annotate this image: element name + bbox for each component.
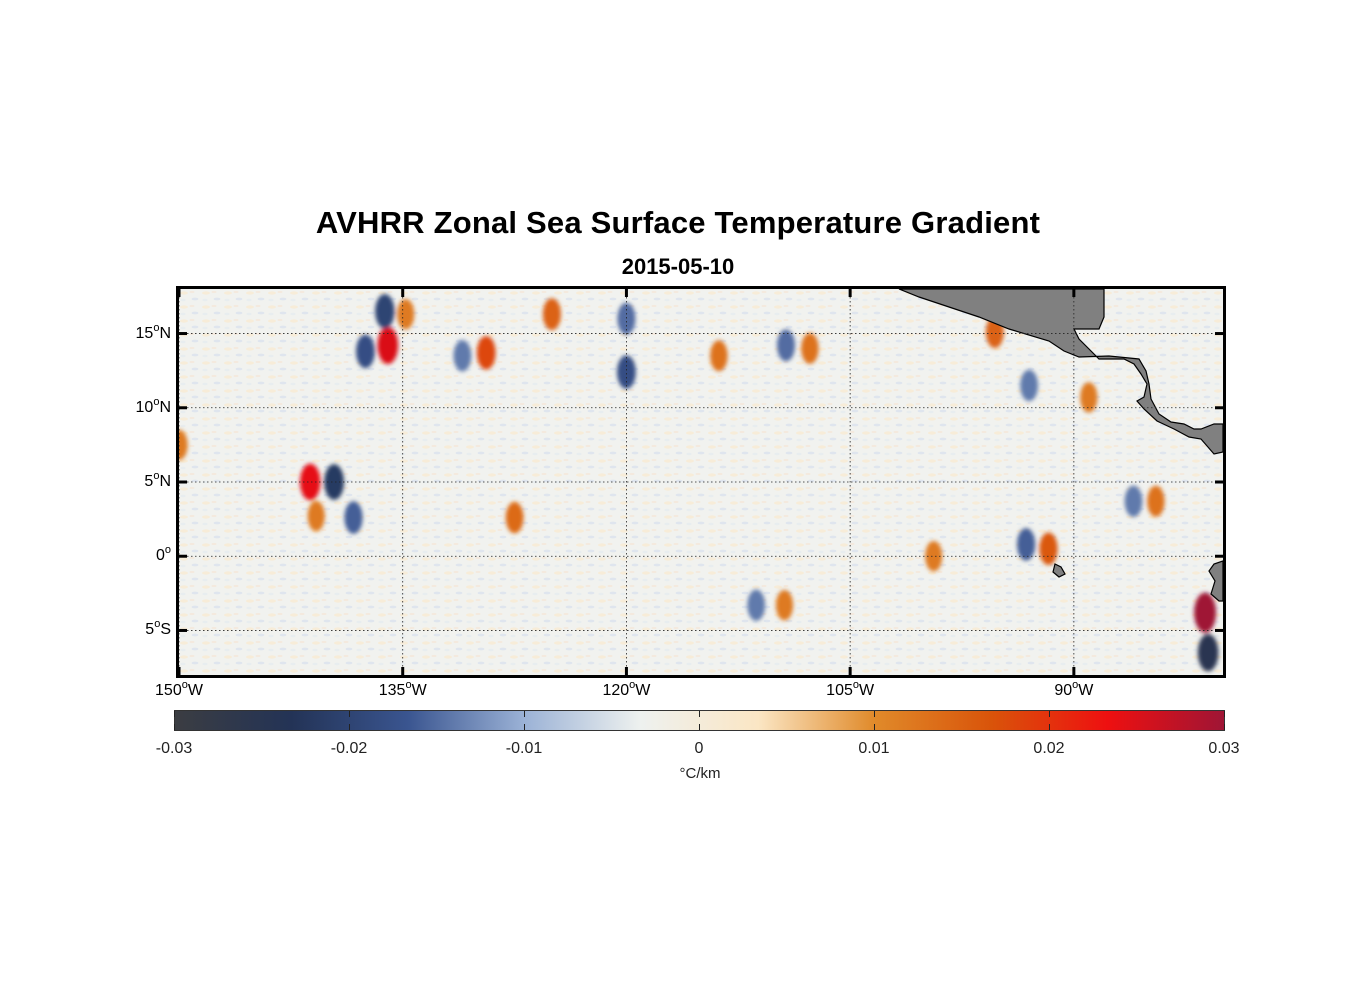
- gradient-feature: [542, 298, 561, 331]
- gradient-feature: [179, 429, 188, 461]
- gradient-feature: [397, 299, 415, 330]
- gradient-feature: [344, 501, 363, 534]
- gradient-feature: [1124, 485, 1143, 517]
- colorbar-tick-mark: [874, 711, 875, 717]
- lat-tick-label: 15oN: [135, 321, 171, 342]
- colorbar-tick-mark: [1224, 711, 1225, 717]
- colorbar-tick-label: 0.03: [1208, 740, 1240, 757]
- gradient-feature: [307, 500, 325, 532]
- colorbar-tick-mark: [699, 711, 700, 717]
- lon-tick-label: 120oW: [602, 679, 651, 699]
- colorbar-tick-mark: [524, 724, 525, 730]
- chart-title: AVHRR Zonal Sea Surface Temperature Grad…: [315, 205, 1041, 240]
- lat-tick-label: 5oN: [144, 470, 171, 490]
- colorbar-tick-mark: [699, 724, 700, 730]
- gradient-feature: [1194, 592, 1217, 633]
- colorbar-tick-mark: [1049, 724, 1050, 730]
- south-america-coast: [1208, 560, 1223, 602]
- gradient-feature: [617, 302, 636, 335]
- gradient-feature: [1080, 382, 1098, 413]
- lon-tick-label: 150oW: [155, 679, 203, 699]
- ocean-background: [179, 289, 1223, 675]
- galapagos-island: [1052, 563, 1066, 578]
- colorbar-tick-mark: [1224, 724, 1225, 730]
- colorbar-tick-mark: [174, 724, 175, 730]
- colorbar-tick-label: -0.01: [505, 740, 543, 757]
- gradient-feature: [617, 355, 636, 389]
- gradient-feature: [775, 590, 794, 621]
- gradient-feature: [324, 464, 344, 500]
- colorbar-tick-mark: [349, 711, 350, 717]
- land-mask: [898, 289, 1223, 602]
- gradient-feature: [300, 463, 321, 501]
- gradient-feature: [1017, 528, 1036, 561]
- gradient-feature: [1147, 485, 1165, 517]
- colorbar-tick-mark: [174, 711, 175, 717]
- gradient-feature: [747, 589, 766, 621]
- gradient-feature: [1039, 532, 1058, 566]
- colorbar-tick-mark: [1049, 711, 1050, 717]
- gradient-feature: [1020, 369, 1038, 402]
- gradient-feature: [801, 332, 819, 364]
- lon-tick-label: 135oW: [378, 679, 427, 699]
- lon-tick-label: 90oW: [1054, 679, 1094, 699]
- lat-tick-label: 5oS: [145, 618, 171, 639]
- map-panel[interactable]: [176, 286, 1226, 678]
- gradient-feature: [377, 326, 399, 365]
- gradient-feature: [505, 501, 524, 534]
- lon-tick-label: 105oW: [826, 679, 875, 699]
- colorbar-unit-label: °C/km: [679, 765, 721, 782]
- sst-gradient-heatmap: [179, 289, 1223, 675]
- gradient-features: [179, 294, 1219, 672]
- gradient-feature: [476, 336, 496, 370]
- colorbar-tick-mark: [524, 711, 525, 717]
- colorbar-tick-label: 0: [694, 740, 704, 757]
- gradient-feature: [375, 294, 395, 329]
- lat-tick-label: 10oN: [135, 395, 171, 416]
- colorbar: [174, 710, 1225, 731]
- lat-tick-label: 0o: [155, 544, 171, 565]
- gradient-feature: [777, 329, 795, 362]
- colorbar-tick-mark: [874, 724, 875, 730]
- central-america-land: [898, 289, 1223, 455]
- colorbar-tick-label: 0.02: [1033, 740, 1065, 757]
- gradient-feature: [710, 340, 728, 372]
- gradient-feature: [453, 340, 472, 372]
- colorbar-tick-label: -0.03: [155, 740, 193, 757]
- gradient-feature: [356, 334, 375, 369]
- gradient-feature: [925, 541, 943, 572]
- chart-subtitle: 2015-05-10: [621, 254, 735, 279]
- colorbar-tick-label: 0.01: [858, 740, 890, 757]
- map-gridlines: [179, 289, 1223, 675]
- colorbar-tick-mark: [349, 724, 350, 730]
- gradient-feature: [1197, 634, 1219, 672]
- colorbar-tick-label: -0.02: [330, 740, 368, 757]
